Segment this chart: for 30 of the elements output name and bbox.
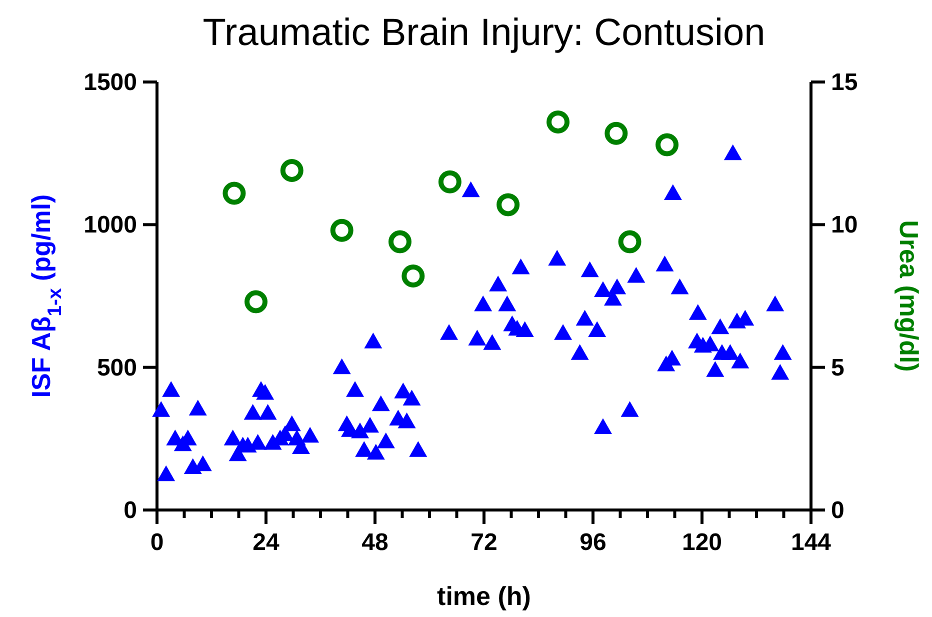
- y2-tick-label: 5: [831, 354, 844, 382]
- y-tick-label: 0: [124, 497, 137, 524]
- point: [604, 122, 628, 145]
- y-tick-label: 500: [96, 354, 137, 382]
- point: [656, 133, 679, 156]
- point: [330, 218, 354, 242]
- x-tick-label: 0: [150, 529, 164, 556]
- x-tick-label: 144: [790, 529, 832, 556]
- point: [222, 182, 246, 205]
- point: [438, 170, 462, 194]
- x-tick-label: 48: [362, 529, 388, 556]
- y-tick-label: 1000: [84, 212, 137, 239]
- y2-tick-label: 10: [831, 212, 858, 239]
- x-tick-label: 72: [470, 529, 498, 556]
- x-tick-label: 120: [682, 529, 722, 556]
- point: [402, 264, 425, 288]
- y2-axis-title: Urea (mg/dl): [894, 220, 924, 372]
- x-tick-label: 24: [252, 529, 280, 556]
- point: [546, 110, 570, 134]
- x-axis-title: time (h): [437, 581, 531, 611]
- point: [244, 290, 268, 314]
- y2-tick-label: 0: [831, 497, 844, 524]
- point: [280, 158, 304, 182]
- y-tick-label: 1500: [84, 69, 137, 96]
- point: [618, 230, 642, 254]
- point: [496, 193, 520, 216]
- chart-title: Traumatic Brain Injury: Contusion: [202, 12, 766, 54]
- point: [388, 230, 412, 254]
- y2-tick-label: 15: [831, 69, 858, 96]
- x-tick-label: 96: [580, 529, 606, 556]
